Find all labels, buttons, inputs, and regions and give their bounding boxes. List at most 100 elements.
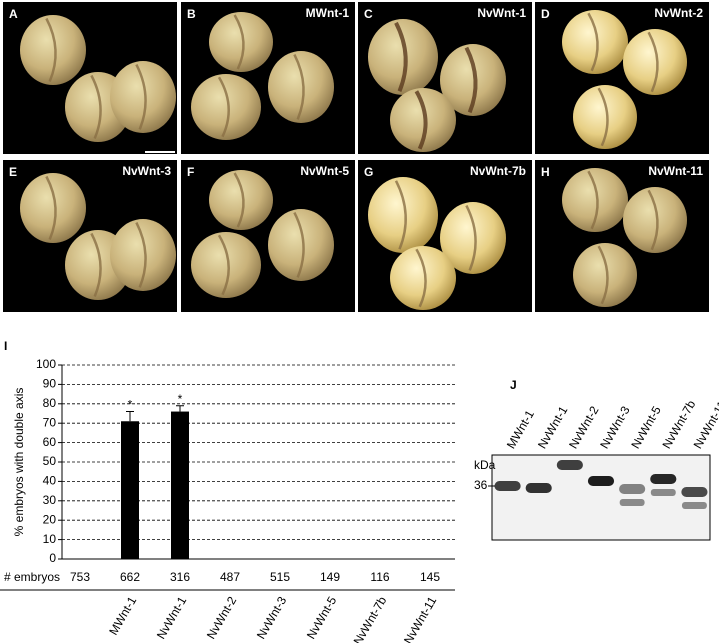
- embryo-groove: [415, 248, 427, 308]
- bar: [171, 411, 189, 559]
- x-tick-label: NvWnt-5: [304, 594, 340, 642]
- embryo-groove: [135, 64, 147, 130]
- y-tick-label: 40: [43, 474, 57, 488]
- significance: *: [128, 398, 133, 412]
- embryo: [110, 61, 176, 133]
- blot-band: [587, 476, 615, 486]
- lane-label: MWnt-1: [504, 407, 537, 451]
- embryo-groove: [90, 232, 102, 297]
- embryo: [440, 202, 506, 274]
- blot-band: [650, 474, 677, 484]
- panel-label: F: [187, 165, 194, 179]
- blot-marker: 36: [474, 478, 488, 492]
- panel-name: NvWnt-2: [654, 6, 703, 20]
- embryo-groove: [394, 180, 407, 250]
- embryo: [191, 74, 261, 140]
- embryo: [110, 219, 176, 291]
- x-tick-label: NvWnt-2: [204, 594, 240, 642]
- blot-band: [681, 502, 707, 509]
- embryo: [209, 12, 273, 72]
- y-tick-label: 90: [43, 377, 57, 391]
- embryo-groove: [394, 21, 408, 92]
- panel-name: NvWnt-5: [300, 164, 349, 178]
- embryo: [562, 168, 628, 232]
- y-tick-label: 70: [43, 415, 57, 429]
- panel-label: G: [364, 165, 373, 179]
- panel-label: E: [9, 165, 17, 179]
- significance: *: [178, 392, 183, 406]
- embryo-groove: [217, 234, 230, 296]
- embryo-groove: [45, 17, 57, 82]
- embryo: [268, 209, 334, 281]
- blot-band: [619, 499, 645, 506]
- x-tick-label: NvWnt-3: [254, 594, 290, 642]
- embryo-groove: [217, 76, 230, 138]
- embryo: [268, 51, 334, 123]
- embryo: [20, 173, 86, 243]
- embryo: [20, 15, 86, 85]
- panel-label: A: [9, 7, 18, 21]
- count-label: 145: [420, 570, 440, 584]
- y-tick-label: 20: [43, 512, 57, 526]
- panel-name: NvWnt-11: [648, 164, 703, 178]
- y-tick-label: 80: [43, 396, 57, 410]
- embryo: [623, 29, 687, 95]
- embryo-groove: [597, 87, 609, 147]
- embryo-groove: [135, 222, 147, 288]
- count-label: 116: [370, 570, 389, 584]
- embryo: [209, 170, 273, 230]
- panel-name: NvWnt-3: [122, 164, 171, 178]
- embryo-groove: [597, 245, 609, 305]
- x-tick-label: MWnt-1: [106, 594, 139, 638]
- embryo: [390, 246, 456, 310]
- embryo: [573, 85, 637, 149]
- y-tick-label: 60: [43, 435, 57, 449]
- panel-label: J: [510, 378, 517, 392]
- x-tick-label: NvWnt-1: [154, 594, 190, 642]
- blot-band: [681, 487, 708, 497]
- blot-band: [556, 460, 583, 470]
- count-label: 149: [320, 570, 340, 584]
- embryo-groove: [414, 90, 428, 150]
- embryo-groove: [45, 175, 57, 240]
- blot-unit: kDa: [474, 458, 496, 472]
- embryo: [573, 243, 637, 307]
- embryo: [623, 187, 687, 253]
- panel-name: MWnt-1: [306, 6, 350, 20]
- panel-label: D: [541, 7, 550, 21]
- embryo-groove: [464, 46, 478, 114]
- blot-band: [525, 483, 552, 493]
- embryo-groove: [647, 31, 659, 93]
- panel-label: C: [364, 7, 373, 21]
- error-bar: [126, 411, 134, 422]
- panel-name: NvWnt-7b: [470, 164, 526, 178]
- x-tick-label: NvWnt-11: [401, 594, 440, 643]
- panel-name: NvWnt-1: [477, 6, 526, 20]
- y-tick-label: 100: [36, 357, 56, 371]
- embryo: [368, 177, 438, 253]
- embryo-groove: [233, 172, 245, 228]
- embryo-groove: [587, 12, 599, 72]
- embryo-groove: [647, 189, 659, 251]
- panel-label: H: [541, 165, 550, 179]
- embryo-groove: [293, 212, 305, 278]
- blot-band: [619, 484, 646, 494]
- embryo: [562, 10, 628, 74]
- count-label: 662: [120, 570, 140, 584]
- blot-band: [494, 481, 521, 491]
- embryo-groove: [293, 54, 305, 120]
- count-label: 487: [220, 570, 240, 584]
- embryo-groove: [465, 205, 477, 271]
- embryo: [390, 88, 456, 152]
- x-tick-label: NvWnt-7b: [351, 594, 390, 643]
- embryo: [368, 19, 438, 95]
- embryo: [440, 44, 506, 116]
- panel-label: I: [4, 339, 7, 353]
- bar: [121, 421, 139, 559]
- row-label: # embryos: [4, 570, 60, 584]
- y-tick-label: 0: [49, 551, 56, 565]
- count-label: 316: [170, 570, 190, 584]
- y-axis-label: % embryos with double axis: [12, 388, 26, 537]
- y-tick-label: 10: [43, 532, 57, 546]
